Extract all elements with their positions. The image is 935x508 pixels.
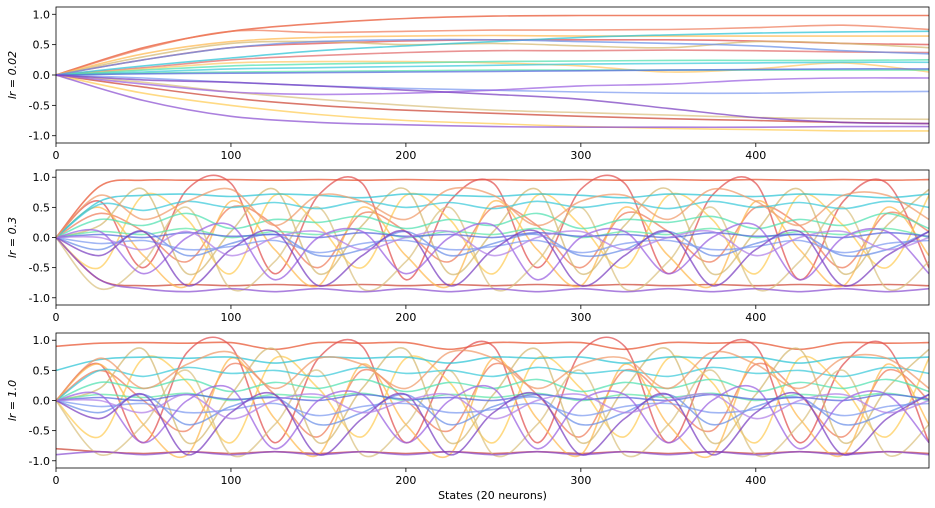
y-tick-label: -1.0 xyxy=(29,455,50,468)
y-tick-label: -1.0 xyxy=(29,292,50,305)
ylabel-lr-0.02: lr = 0.02 xyxy=(6,51,19,99)
x-tick-label: 200 xyxy=(395,474,416,487)
x-tick-label: 300 xyxy=(570,474,591,487)
series-line-12 xyxy=(56,61,929,76)
series-lines xyxy=(56,174,929,293)
x-tick-label: 300 xyxy=(570,311,591,324)
ylabel-lr-1.0: lr = 1.0 xyxy=(6,380,19,421)
series-line-1 xyxy=(56,178,929,239)
y-tick-label: 0.0 xyxy=(33,69,51,82)
series-line-6 xyxy=(56,355,929,444)
x-tick-label: 200 xyxy=(395,311,416,324)
y-tick-label: 0.5 xyxy=(33,39,51,52)
y-tick-label: -0.5 xyxy=(29,262,50,275)
series-line-9 xyxy=(56,193,929,239)
y-tick-label: 0.5 xyxy=(33,364,51,377)
x-tick-label: 200 xyxy=(395,149,416,162)
series-line-14 xyxy=(56,236,929,254)
series-line-16 xyxy=(56,450,929,456)
series-line-20 xyxy=(56,186,929,239)
x-tick-label: 100 xyxy=(220,311,241,324)
series-line-15 xyxy=(56,393,929,402)
y-tick-label: 1.0 xyxy=(33,171,51,184)
series-line-2 xyxy=(56,174,929,281)
series-line-17 xyxy=(56,68,929,76)
series-line-15 xyxy=(56,231,929,239)
x-tick-label: 400 xyxy=(745,149,766,162)
series-line-20 xyxy=(56,74,929,125)
x-tick-label: 0 xyxy=(53,149,60,162)
x-tick-label: 100 xyxy=(220,149,241,162)
series-line-14 xyxy=(56,399,929,417)
y-tick-label: 1.0 xyxy=(33,8,51,21)
series-lines xyxy=(56,336,929,458)
series-line-10 xyxy=(56,366,929,402)
series-line-9 xyxy=(56,40,929,76)
series-line-17 xyxy=(56,384,929,450)
series-lines xyxy=(56,14,929,132)
series-line-18 xyxy=(56,392,929,456)
subplot-lr-0.02: 1.0 0.5 0.0 -0.5 -1.00 100 200 300 400 lr = 0.02 xyxy=(6,6,930,162)
series-line-11 xyxy=(56,30,929,76)
series-line-20 xyxy=(56,349,929,402)
series-line-7 xyxy=(56,60,929,76)
series-line-10 xyxy=(56,74,929,121)
subplot-lr-1.0: 1.0 0.5 0.0 -0.5 -1.00 100 200 300 400 lr = 1.0 St… xyxy=(6,332,930,502)
series-line-16 xyxy=(56,236,929,293)
series-line-19 xyxy=(56,229,929,257)
x-tick-label: 0 xyxy=(53,311,60,324)
series-line-6 xyxy=(56,34,929,76)
series-line-19 xyxy=(56,74,929,96)
series-line-2 xyxy=(56,24,929,76)
series-line-7 xyxy=(56,346,929,445)
series-line-19 xyxy=(56,392,929,420)
series-line-5 xyxy=(56,200,929,289)
series-line-15 xyxy=(56,38,929,76)
series-line-3 xyxy=(56,236,929,287)
y-tick-label: 0.0 xyxy=(33,395,51,408)
y-tick-label: -1.0 xyxy=(29,130,50,143)
y-tick-label: -0.5 xyxy=(29,425,50,438)
subplot-lr-0.3: 1.0 0.5 0.0 -0.5 -1.00 100 200 300 400 lr = 0.3 xyxy=(6,169,930,324)
x-tick-label: 100 xyxy=(220,474,241,487)
series-line-1 xyxy=(56,341,929,351)
series-line-18 xyxy=(56,229,929,287)
series-line-4 xyxy=(56,49,929,76)
series-line-8 xyxy=(56,74,929,132)
x-tick-label: 400 xyxy=(745,311,766,324)
series-line-13 xyxy=(56,59,929,76)
series-line-2 xyxy=(56,336,929,444)
xlabel-states: States (20 neurons) xyxy=(438,489,547,502)
x-tick-label: 400 xyxy=(745,474,766,487)
series-line-5 xyxy=(56,74,929,125)
y-tick-label: 1.0 xyxy=(33,334,51,347)
y-tick-label: -0.5 xyxy=(29,99,50,112)
x-tick-label: 300 xyxy=(570,149,591,162)
ylabel-lr-0.3: lr = 0.3 xyxy=(6,217,19,258)
plot-frame xyxy=(55,6,930,144)
series-line-10 xyxy=(56,200,929,239)
y-tick-label: 0.5 xyxy=(33,201,51,214)
series-line-6 xyxy=(56,192,929,275)
x-tick-label: 0 xyxy=(53,474,60,487)
y-tick-label: 0.0 xyxy=(33,232,51,245)
series-line-18 xyxy=(56,74,929,129)
series-line-17 xyxy=(56,222,929,281)
series-line-7 xyxy=(56,187,929,276)
